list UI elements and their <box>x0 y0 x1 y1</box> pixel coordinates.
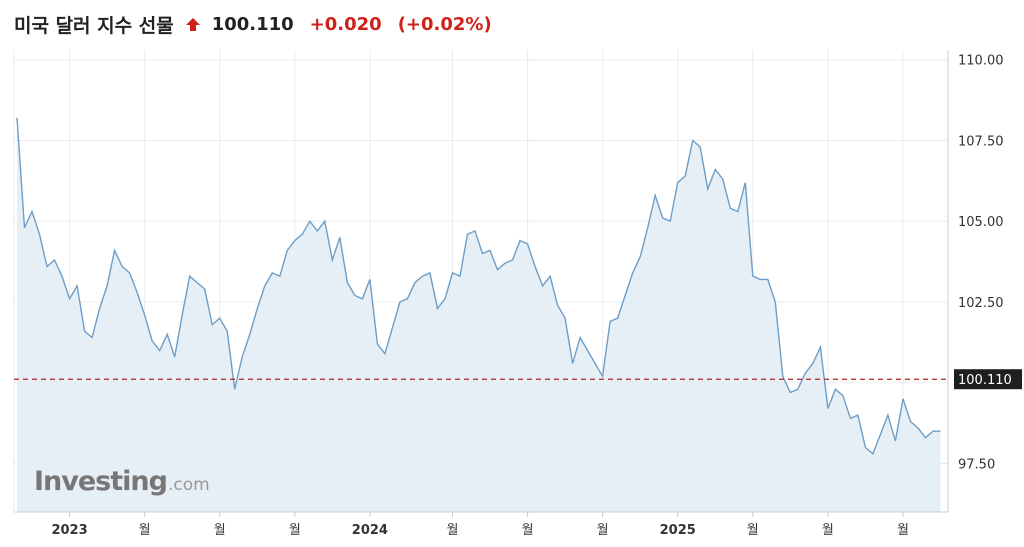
x-tick-label: 월 <box>897 523 909 538</box>
current-price-label: 100.110 <box>958 373 1012 388</box>
current-price-marker: 100.110 <box>14 369 1022 390</box>
y-tick-label: 97.50 <box>958 458 995 473</box>
current-price-tag <box>954 369 1022 390</box>
up-arrow-icon <box>185 17 200 31</box>
y-tick-label: 105.00 <box>958 215 1004 230</box>
price-change: +0.020 <box>309 13 382 35</box>
y-tick-label: 102.50 <box>958 296 1004 311</box>
x-tick-label: 월 <box>289 523 301 538</box>
x-tick-label: 월 <box>597 523 609 538</box>
x-tick-label: 2024 <box>352 523 388 538</box>
instrument-title: 미국 달러 지수 선물 <box>14 14 174 37</box>
x-tick-label: 월 <box>446 523 458 538</box>
x-tick-label: 월 <box>822 523 834 538</box>
x-tick-label: 월 <box>214 523 226 538</box>
x-tick-label: 2025 <box>660 523 696 538</box>
price-area-fill <box>17 117 941 513</box>
x-tick-label: 2023 <box>51 523 87 538</box>
price-line <box>16 117 941 455</box>
y-tick-label: 110.00 <box>958 54 1004 69</box>
y-tick-label: 107.50 <box>958 134 1004 149</box>
investing-logo: Investing .com <box>34 466 210 497</box>
x-tick-label: 월 <box>747 523 759 538</box>
last-price: 100.110 <box>211 13 294 35</box>
price-change-percent: (+0.02%) <box>397 13 492 35</box>
chart-axes: 110.00107.50105.00102.50100.0097.502023월… <box>13 50 1004 538</box>
x-tick-label: 월 <box>139 523 151 538</box>
x-tick-label: 월 <box>522 523 534 538</box>
quote-header: 미국 달러 지수 선물 100.110 +0.020 (+0.02%) <box>14 8 492 40</box>
